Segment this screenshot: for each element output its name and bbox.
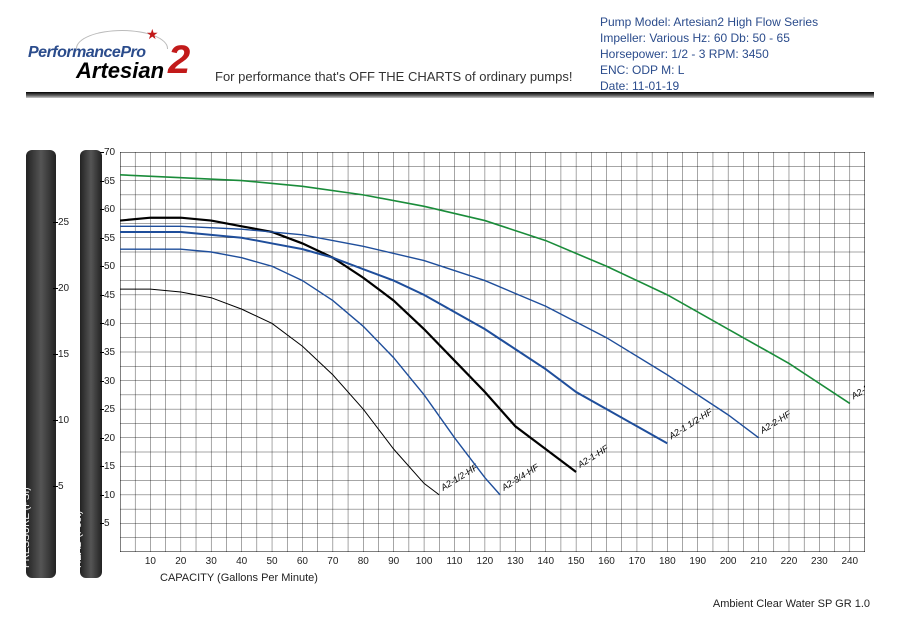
logo-two: 2 bbox=[168, 38, 190, 83]
x-tick-label: 150 bbox=[568, 556, 585, 567]
head-tick-label: 50 bbox=[104, 261, 115, 272]
footer-note: Ambient Clear Water SP GR 1.0 bbox=[713, 598, 870, 610]
svg-text:A2-3/4-HF: A2-3/4-HF bbox=[499, 462, 541, 493]
x-tick-label: 180 bbox=[659, 556, 676, 567]
x-tick-label: 80 bbox=[358, 556, 369, 567]
x-tick-label: 40 bbox=[236, 556, 247, 567]
pump-specs: Pump Model: Artesian2 High Flow Series I… bbox=[600, 14, 818, 94]
head-tick-label: 5 bbox=[104, 518, 110, 529]
x-tick-label: 220 bbox=[781, 556, 798, 567]
head-tick-label: 70 bbox=[104, 147, 115, 158]
x-tick-label: 10 bbox=[145, 556, 156, 567]
head-tick-label: 30 bbox=[104, 376, 115, 387]
x-tick-label: 140 bbox=[537, 556, 554, 567]
x-tick-label: 50 bbox=[266, 556, 277, 567]
logo-line2: Artesian bbox=[76, 58, 164, 84]
head-tick-label: 35 bbox=[104, 347, 115, 358]
head-tick-label: 65 bbox=[104, 176, 115, 187]
x-tick-label: 110 bbox=[447, 556, 463, 567]
x-tick-label: 190 bbox=[689, 556, 706, 567]
head-axis-rail: HEAD (Feet) bbox=[80, 150, 102, 578]
x-axis-label: CAPACITY (Gallons Per Minute) bbox=[160, 572, 318, 584]
x-tick-label: 30 bbox=[206, 556, 217, 567]
pressure-axis-label: PRESSURE (PSI) bbox=[21, 487, 32, 568]
x-tick-label: 120 bbox=[477, 556, 494, 567]
x-tick-label: 70 bbox=[327, 556, 338, 567]
pressure-axis-rail: PRESSURE (PSI) bbox=[26, 150, 56, 578]
head-tick-label: 55 bbox=[104, 233, 115, 244]
head-tick-label: 40 bbox=[104, 318, 115, 329]
x-tick-label: 200 bbox=[720, 556, 737, 567]
pressure-tick-label: 25 bbox=[58, 217, 69, 228]
brand-logo: ★ PerformancePro Artesian 2 bbox=[28, 26, 203, 86]
performance-chart: A2-1/2-HFA2-3/4-HFA2-1-HFA2-1 1/2-HFA2-2… bbox=[120, 152, 865, 552]
spec-row: ENC: ODP M: L bbox=[600, 62, 818, 78]
x-tick-label: 170 bbox=[629, 556, 646, 567]
logo-star-icon: ★ bbox=[146, 26, 159, 43]
x-tick-label: 60 bbox=[297, 556, 308, 567]
pressure-tick-label: 10 bbox=[58, 415, 69, 426]
head-tick-label: 45 bbox=[104, 290, 115, 301]
pressure-tick-label: 15 bbox=[58, 349, 69, 360]
x-tick-label: 230 bbox=[811, 556, 828, 567]
head-tick-label: 60 bbox=[104, 204, 115, 215]
pressure-tick-label: 5 bbox=[58, 481, 64, 492]
head-tick-label: 25 bbox=[104, 404, 115, 415]
svg-text:A2-1 1/2-HF: A2-1 1/2-HF bbox=[666, 406, 714, 441]
spec-row: Impeller: Various Hz: 60 Db: 50 - 65 bbox=[600, 30, 818, 46]
svg-text:A2-1/2-HF: A2-1/2-HF bbox=[438, 462, 480, 493]
x-tick-label: 90 bbox=[388, 556, 399, 567]
head-tick-label: 20 bbox=[104, 433, 115, 444]
x-tick-label: 130 bbox=[507, 556, 524, 567]
spec-row: Horsepower: 1/2 - 3 RPM: 3450 bbox=[600, 46, 818, 62]
head-axis-label: HEAD (Feet) bbox=[73, 511, 84, 568]
head-tick-label: 10 bbox=[104, 490, 115, 501]
header-divider bbox=[26, 92, 874, 98]
x-tick-label: 160 bbox=[598, 556, 615, 567]
svg-text:A2-2-HF: A2-2-HF bbox=[757, 409, 792, 436]
x-tick-label: 210 bbox=[750, 556, 767, 567]
tagline: For performance that's OFF THE CHARTS of… bbox=[215, 69, 572, 84]
head-tick-label: 15 bbox=[104, 461, 115, 472]
x-tick-label: 20 bbox=[175, 556, 186, 567]
chart-svg: A2-1/2-HFA2-3/4-HFA2-1-HFA2-1 1/2-HFA2-2… bbox=[120, 152, 865, 552]
x-tick-label: 240 bbox=[841, 556, 858, 567]
x-tick-label: 100 bbox=[416, 556, 433, 567]
svg-text:A2-3-HF: A2-3-HF bbox=[849, 374, 865, 401]
pressure-tick-label: 20 bbox=[58, 283, 69, 294]
spec-row: Pump Model: Artesian2 High Flow Series bbox=[600, 14, 818, 30]
